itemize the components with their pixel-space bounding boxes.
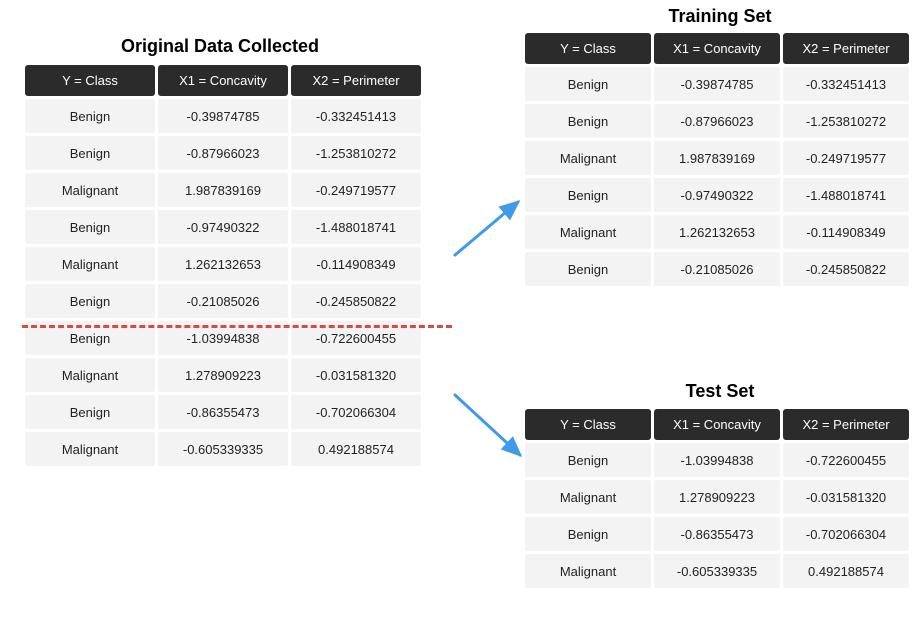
arrow-to-training bbox=[455, 202, 518, 255]
table-cell: Benign bbox=[525, 517, 651, 551]
table-row: Benign-0.97490322-1.488018741 bbox=[525, 178, 909, 212]
table-row: Malignant1.987839169-0.249719577 bbox=[525, 141, 909, 175]
table-cell: -0.332451413 bbox=[291, 99, 421, 133]
table-row: Benign-0.21085026-0.245850822 bbox=[25, 284, 421, 318]
table-cell: Malignant bbox=[525, 141, 651, 175]
table-cell: Benign bbox=[25, 395, 155, 429]
table-cell: -0.39874785 bbox=[654, 67, 780, 101]
column-header: X2 = Perimeter bbox=[783, 409, 909, 440]
original-table: Y = ClassX1 = ConcavityX2 = PerimeterBen… bbox=[22, 62, 424, 469]
table-cell: -1.03994838 bbox=[654, 443, 780, 477]
table-cell: -0.332451413 bbox=[783, 67, 909, 101]
table-cell: Benign bbox=[525, 252, 651, 286]
column-header: Y = Class bbox=[525, 409, 651, 440]
column-header: Y = Class bbox=[525, 33, 651, 64]
column-header: X2 = Perimeter bbox=[783, 33, 909, 64]
table-cell: 1.987839169 bbox=[158, 173, 288, 207]
table-cell: Benign bbox=[25, 284, 155, 318]
table-row: Malignant1.262132653-0.114908349 bbox=[25, 247, 421, 281]
test-table: Y = ClassX1 = ConcavityX2 = PerimeterBen… bbox=[522, 406, 912, 591]
table-cell: Benign bbox=[525, 443, 651, 477]
table-cell: -0.702066304 bbox=[783, 517, 909, 551]
table-cell: Malignant bbox=[25, 173, 155, 207]
table-cell: -0.114908349 bbox=[783, 215, 909, 249]
test-title: Test Set bbox=[640, 381, 800, 402]
arrow-to-test bbox=[455, 395, 520, 455]
table-row: Malignant1.278909223-0.031581320 bbox=[25, 358, 421, 392]
table-cell: 1.278909223 bbox=[158, 358, 288, 392]
table-row: Benign-0.97490322-1.488018741 bbox=[25, 210, 421, 244]
table-cell: -0.86355473 bbox=[654, 517, 780, 551]
table-cell: Malignant bbox=[25, 358, 155, 392]
table-cell: -0.245850822 bbox=[783, 252, 909, 286]
table-cell: Benign bbox=[525, 104, 651, 138]
train-test-divider bbox=[22, 325, 452, 328]
table-cell: 1.987839169 bbox=[654, 141, 780, 175]
table-cell: Benign bbox=[25, 99, 155, 133]
table-cell: Benign bbox=[525, 178, 651, 212]
table-cell: -1.253810272 bbox=[291, 136, 421, 170]
table-row: Benign-0.87966023-1.253810272 bbox=[525, 104, 909, 138]
training-table: Y = ClassX1 = ConcavityX2 = PerimeterBen… bbox=[522, 30, 912, 289]
table-cell: Malignant bbox=[525, 554, 651, 588]
table-row: Malignant1.262132653-0.114908349 bbox=[525, 215, 909, 249]
table-cell: -0.86355473 bbox=[158, 395, 288, 429]
table-row: Malignant1.278909223-0.031581320 bbox=[525, 480, 909, 514]
table-cell: Malignant bbox=[25, 432, 155, 466]
table-cell: 0.492188574 bbox=[291, 432, 421, 466]
table-row: Benign-1.03994838-0.722600455 bbox=[525, 443, 909, 477]
table-cell: -0.114908349 bbox=[291, 247, 421, 281]
table-cell: Benign bbox=[25, 136, 155, 170]
table-cell: -1.488018741 bbox=[783, 178, 909, 212]
table-row: Malignant-0.6053393350.492188574 bbox=[25, 432, 421, 466]
table-cell: Malignant bbox=[525, 480, 651, 514]
table-cell: -0.245850822 bbox=[291, 284, 421, 318]
column-header: X1 = Concavity bbox=[654, 409, 780, 440]
table-cell: 1.262132653 bbox=[158, 247, 288, 281]
table-cell: -0.722600455 bbox=[783, 443, 909, 477]
table-cell: -1.488018741 bbox=[291, 210, 421, 244]
original-title: Original Data Collected bbox=[100, 36, 340, 57]
table-cell: -0.605339335 bbox=[158, 432, 288, 466]
table-cell: -0.87966023 bbox=[654, 104, 780, 138]
table-cell: Benign bbox=[525, 67, 651, 101]
table-cell: -0.605339335 bbox=[654, 554, 780, 588]
table-cell: -0.031581320 bbox=[291, 358, 421, 392]
column-header: X1 = Concavity bbox=[654, 33, 780, 64]
table-cell: -0.97490322 bbox=[654, 178, 780, 212]
table-cell: 0.492188574 bbox=[783, 554, 909, 588]
table-row: Benign-0.86355473-0.702066304 bbox=[25, 395, 421, 429]
table-cell: -0.031581320 bbox=[783, 480, 909, 514]
table-cell: Benign bbox=[25, 210, 155, 244]
column-header: X1 = Concavity bbox=[158, 65, 288, 96]
column-header: X2 = Perimeter bbox=[291, 65, 421, 96]
table-cell: -0.249719577 bbox=[291, 173, 421, 207]
column-header: Y = Class bbox=[25, 65, 155, 96]
table-cell: -0.87966023 bbox=[158, 136, 288, 170]
table-cell: -0.249719577 bbox=[783, 141, 909, 175]
table-cell: -0.21085026 bbox=[158, 284, 288, 318]
table-cell: -1.253810272 bbox=[783, 104, 909, 138]
table-cell: 1.278909223 bbox=[654, 480, 780, 514]
table-row: Benign-0.86355473-0.702066304 bbox=[525, 517, 909, 551]
table-cell: 1.262132653 bbox=[654, 215, 780, 249]
table-cell: -0.21085026 bbox=[654, 252, 780, 286]
table-row: Benign-0.87966023-1.253810272 bbox=[25, 136, 421, 170]
table-row: Malignant1.987839169-0.249719577 bbox=[25, 173, 421, 207]
table-row: Benign-0.39874785-0.332451413 bbox=[525, 67, 909, 101]
table-cell: -0.702066304 bbox=[291, 395, 421, 429]
training-title: Training Set bbox=[620, 6, 820, 27]
table-cell: -0.97490322 bbox=[158, 210, 288, 244]
table-row: Benign-0.39874785-0.332451413 bbox=[25, 99, 421, 133]
table-cell: Malignant bbox=[25, 247, 155, 281]
table-cell: -0.39874785 bbox=[158, 99, 288, 133]
table-row: Malignant-0.6053393350.492188574 bbox=[525, 554, 909, 588]
table-row: Benign-0.21085026-0.245850822 bbox=[525, 252, 909, 286]
table-cell: Malignant bbox=[525, 215, 651, 249]
